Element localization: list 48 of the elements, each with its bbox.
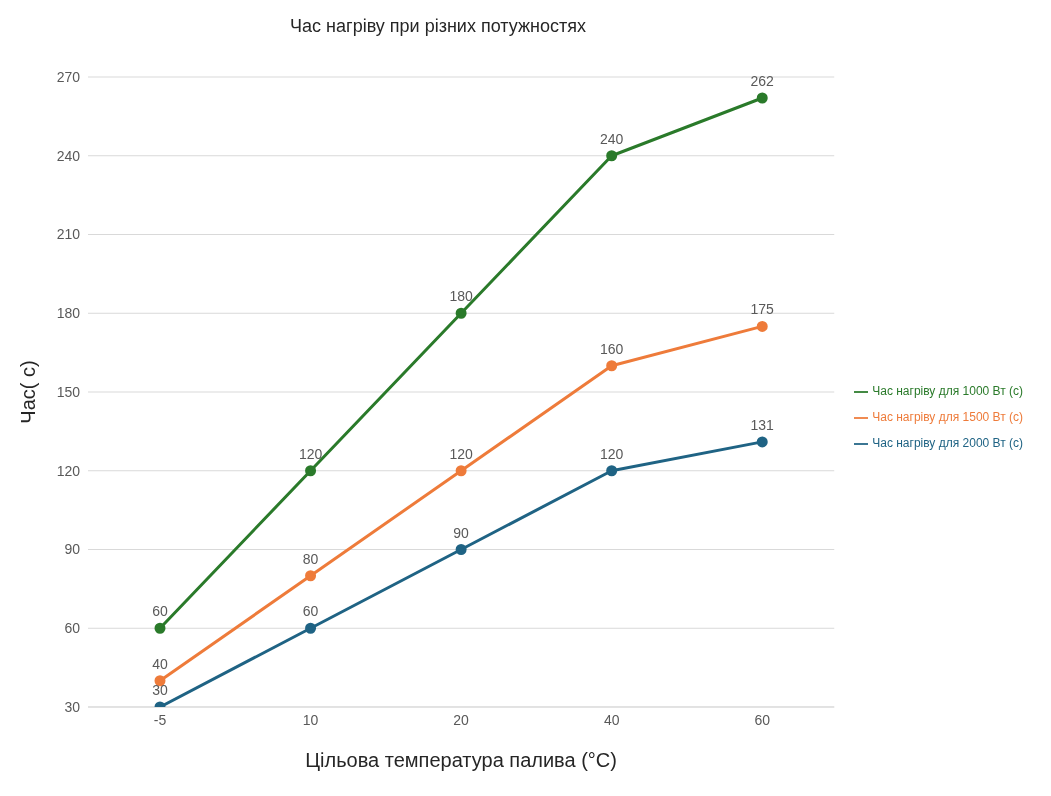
data-label: 120 <box>298 445 323 462</box>
x-tick-label: 40 <box>603 711 620 728</box>
x-tick-label: 20 <box>453 711 470 728</box>
y-axis-title: Час( с) <box>17 360 40 424</box>
data-label: 60 <box>302 603 319 620</box>
point <box>305 465 317 477</box>
y-tick-label: 60 <box>64 620 81 637</box>
legend-label: Час нагріву для 1500 Вт (с) <box>872 410 1023 424</box>
point <box>606 150 618 162</box>
data-label: 120 <box>449 445 474 462</box>
data-label: 120 <box>600 445 624 462</box>
y-tick-label: 120 <box>56 462 81 479</box>
data-label: 160 <box>600 340 624 357</box>
data-label: 240 <box>600 130 624 147</box>
data-label: 30 <box>152 682 168 698</box>
point <box>756 436 768 448</box>
y-tick-label: 210 <box>56 226 81 243</box>
data-label: 175 <box>750 301 775 318</box>
y-tick-label: 180 <box>56 305 81 322</box>
y-tick-label: 30 <box>64 698 81 715</box>
x-tick-label: -5 <box>153 711 167 728</box>
legend-label: Час нагріву для 1000 Вт (с) <box>872 384 1023 398</box>
y-tick-label: 90 <box>64 541 81 558</box>
data-label: 262 <box>750 73 775 89</box>
x-axis-title: Цільова температура палива (°C) <box>305 749 617 771</box>
point <box>756 92 768 104</box>
data-label: 40 <box>152 655 168 672</box>
point <box>756 320 768 332</box>
data-label: 60 <box>152 603 168 620</box>
y-tick-label: 150 <box>56 383 81 400</box>
point <box>606 360 618 372</box>
x-tick-label: 10 <box>302 711 319 728</box>
data-label: 80 <box>302 550 319 567</box>
point <box>455 465 467 477</box>
point <box>305 622 317 634</box>
point <box>154 622 166 634</box>
y-tick-label: 270 <box>56 68 81 85</box>
point <box>606 465 618 477</box>
point <box>455 544 467 555</box>
chart-title: Час нагріву при різних потужностях <box>289 15 587 37</box>
data-label: 90 <box>453 524 470 541</box>
point <box>455 307 467 319</box>
data-label: 131 <box>750 416 775 433</box>
x-tick-label: 60 <box>754 711 771 728</box>
legend-label: Час нагріву для 2000 Вт (с) <box>872 436 1023 450</box>
y-tick-label: 240 <box>56 147 81 164</box>
data-label: 180 <box>449 288 474 305</box>
point <box>305 570 317 582</box>
